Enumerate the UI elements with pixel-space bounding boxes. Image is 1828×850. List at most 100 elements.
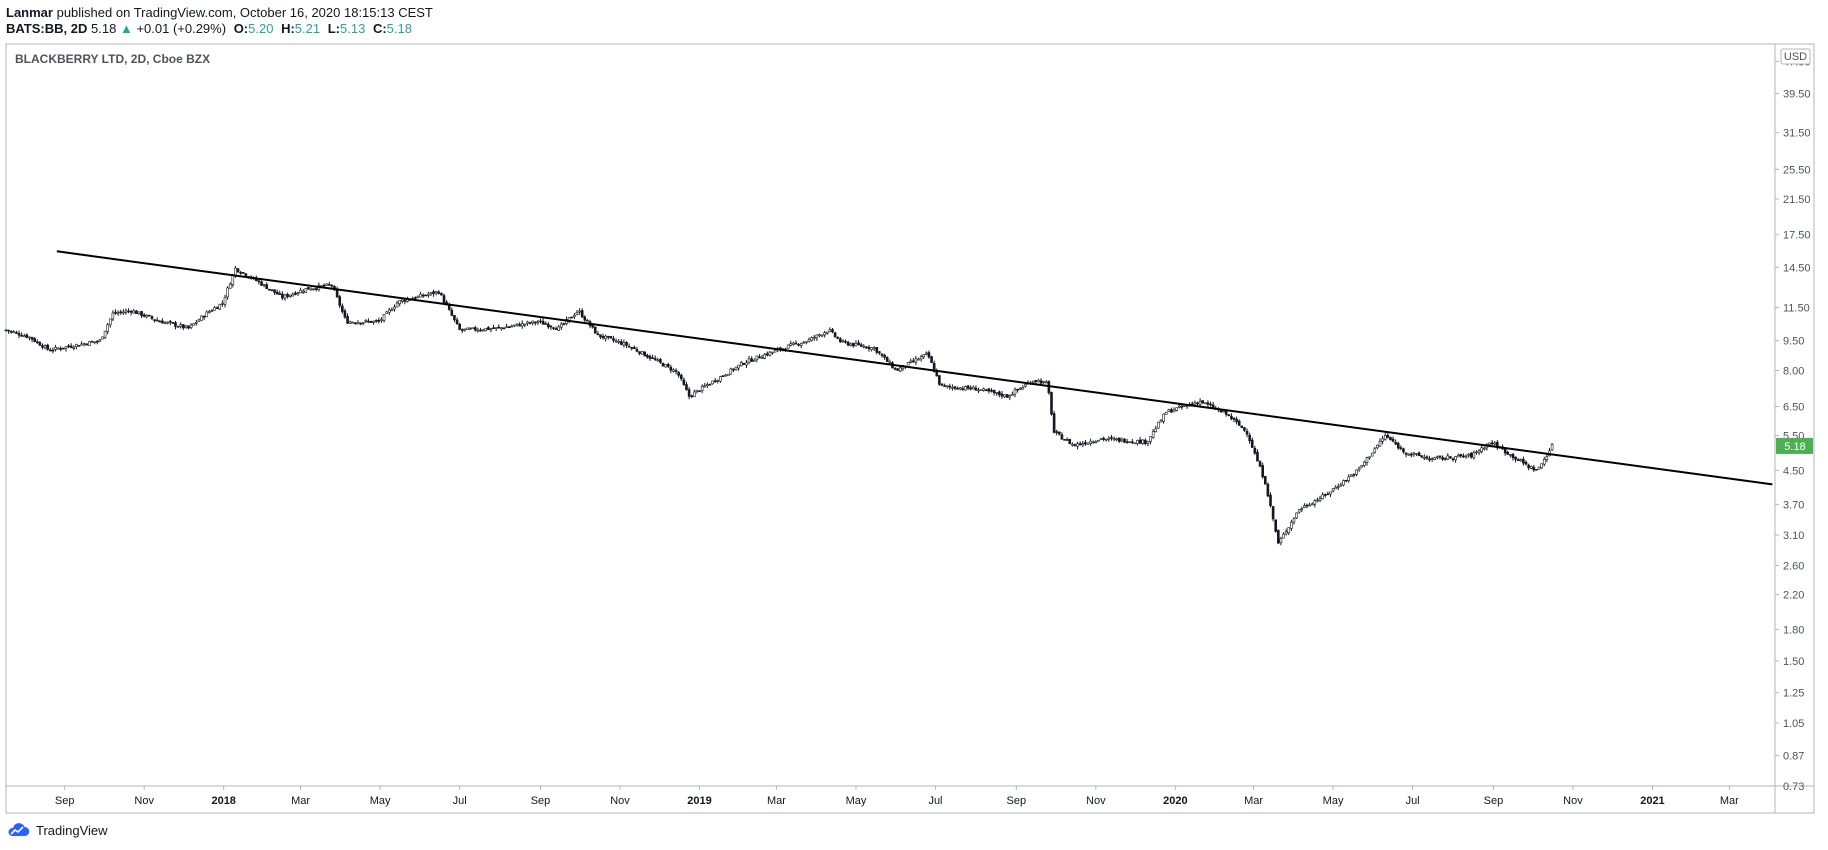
price-tick-label: 9.50	[1783, 336, 1804, 348]
price-tick-label: 6.50	[1783, 402, 1804, 414]
candle-up	[1076, 443, 1079, 447]
candle-up	[1146, 440, 1150, 444]
brand-name[interactable]: TradingView	[36, 822, 108, 838]
candle-down	[880, 353, 884, 356]
candle-up	[1383, 435, 1387, 440]
candle-up	[1423, 457, 1426, 459]
candle-down	[1000, 393, 1004, 397]
candle-up	[841, 340, 845, 343]
candle-up	[283, 294, 287, 299]
candle-down	[547, 323, 550, 328]
candle-down	[168, 320, 172, 323]
chart-title: BLACKBERRY LTD, 2D, Cboe BZX	[15, 52, 211, 66]
price-tick-label: 4.50	[1783, 465, 1804, 477]
candle-down	[643, 351, 647, 357]
time-tick-label: Mar	[291, 795, 310, 807]
candle-up	[773, 349, 777, 353]
candle-down	[528, 322, 532, 324]
candle-down	[539, 320, 542, 323]
candle-up	[361, 322, 365, 324]
candle-up	[108, 318, 112, 326]
candle-down	[708, 384, 712, 386]
price-axis[interactable]: 47.5039.5031.5025.5021.5017.5014.5011.50…	[1775, 56, 1813, 793]
candle-down	[1034, 380, 1038, 382]
time-axis[interactable]: Sep Nov 2018 Mar May Jul Sep Nov 2019 Mar May Jul Se…	[55, 786, 1739, 807]
candle-up	[309, 288, 313, 291]
candle-up	[1550, 444, 1554, 451]
candle-up	[463, 328, 467, 331]
tradingview-cloud-icon[interactable]	[6, 822, 30, 838]
candle-down	[359, 322, 362, 325]
candle-down	[1514, 456, 1517, 460]
candle-down	[1016, 388, 1019, 391]
candle-up	[526, 321, 529, 324]
candle-down	[601, 335, 605, 339]
candle-down	[518, 324, 521, 327]
candle-up	[101, 336, 104, 340]
candle-down	[690, 395, 693, 398]
candlestick-chart[interactable]: 47.5039.5031.5025.5021.5017.5014.5011.50…	[0, 40, 1828, 816]
candle-up	[1537, 466, 1541, 470]
candle-down	[432, 291, 435, 295]
candle-down	[661, 362, 665, 367]
candle-up	[729, 368, 733, 375]
candle-down	[831, 329, 834, 333]
candle-up	[82, 343, 86, 346]
candle-down	[33, 338, 36, 342]
candle-down	[1144, 439, 1147, 445]
candle-down	[943, 385, 946, 387]
candle-down	[1425, 456, 1429, 459]
candle-up	[1412, 452, 1416, 455]
candle-up	[380, 319, 383, 321]
candle-down	[583, 316, 587, 321]
candle-down	[541, 320, 545, 325]
last-price-badge	[1776, 437, 1813, 454]
candle-up	[614, 340, 618, 343]
candle-down	[844, 340, 847, 343]
candle-up	[922, 354, 926, 358]
candle-up	[223, 297, 227, 305]
candle-down	[987, 388, 991, 392]
candle-down	[1230, 415, 1233, 420]
author-name[interactable]: Lanmar	[6, 5, 53, 20]
candle-down	[1394, 442, 1397, 445]
candle-up	[510, 325, 514, 328]
candle-up	[792, 342, 795, 346]
time-tick-label: Mar	[1244, 795, 1263, 807]
candle-up	[1464, 455, 1468, 458]
candle-up	[799, 343, 803, 346]
candle-up	[111, 312, 115, 320]
candle-up	[1091, 441, 1095, 444]
price-tick-label: 2.20	[1783, 590, 1804, 602]
candle-up	[1141, 439, 1145, 444]
candle-down	[473, 327, 477, 331]
candle-down	[1527, 464, 1530, 469]
candle-up	[163, 321, 167, 324]
candle-up	[179, 324, 182, 327]
candle-up	[1104, 438, 1108, 441]
candle-up	[325, 283, 328, 286]
candle-down	[1084, 442, 1087, 445]
candle-up	[982, 388, 986, 391]
candle-up	[189, 324, 193, 328]
candle-up	[1177, 405, 1181, 408]
candle-down	[1180, 405, 1184, 408]
candle-up	[995, 392, 999, 394]
candle-down	[750, 358, 753, 362]
candle-up	[1282, 533, 1285, 539]
candle-down	[46, 344, 50, 350]
candle-down	[679, 374, 683, 380]
candle-up	[752, 360, 756, 362]
candle-down	[49, 349, 52, 352]
candle-up	[192, 323, 196, 326]
candle-up	[862, 345, 866, 348]
candle-down	[129, 310, 133, 313]
candle-up	[951, 386, 954, 389]
candle-up	[1172, 409, 1176, 413]
candle-up	[1342, 480, 1345, 486]
candle-down	[794, 342, 798, 345]
candle-down	[927, 352, 931, 358]
candle-down	[7, 329, 10, 332]
candle-up	[1031, 380, 1035, 384]
last-price: 5.18	[91, 21, 117, 36]
